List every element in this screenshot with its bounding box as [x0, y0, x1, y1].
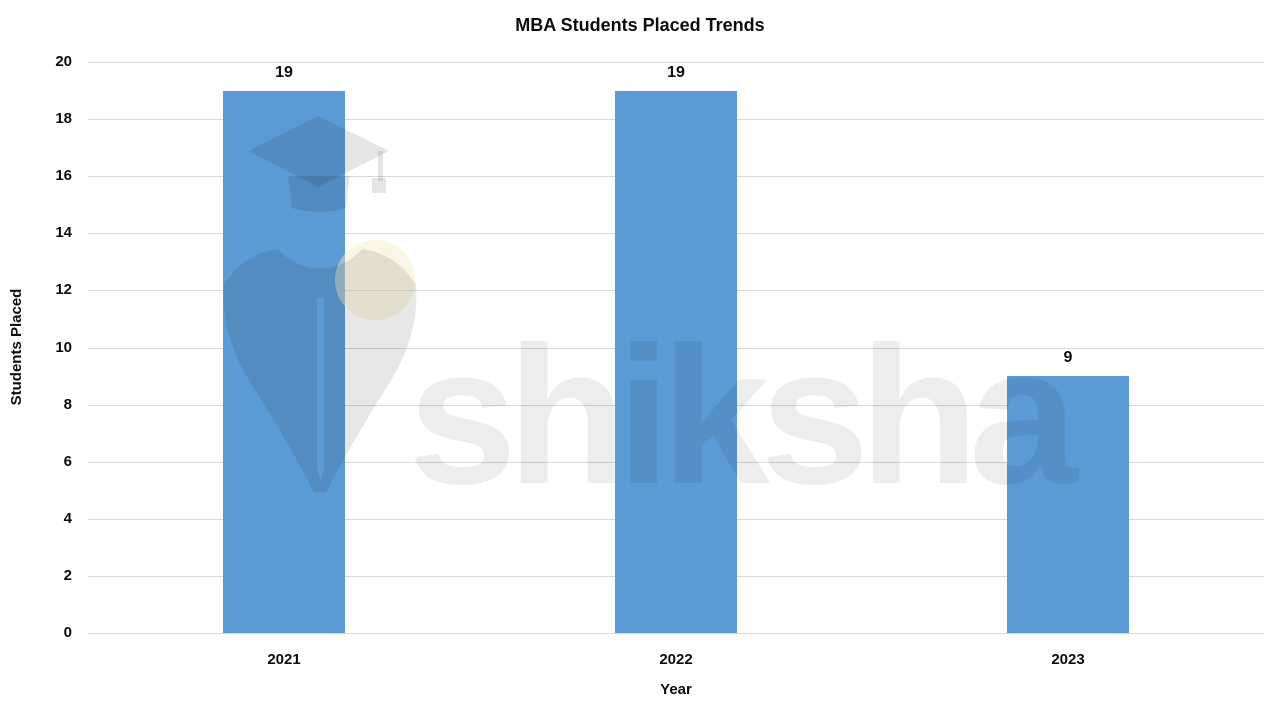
gridline-y-0 [88, 633, 1264, 634]
y-tick-label-6: 6 [63, 452, 72, 470]
y-tick-label-20: 20 [55, 53, 72, 70]
gridline-y-20 [88, 62, 1264, 63]
bar-value-label-2021: 19 [275, 63, 293, 81]
x-tick-label-2021: 2021 [267, 651, 301, 668]
bar-2023 [1007, 376, 1129, 633]
y-tick-label-10: 10 [55, 338, 72, 356]
bar-value-label-2023: 9 [1063, 349, 1073, 367]
bar-2021 [223, 90, 345, 633]
y-tick-label-4: 4 [63, 509, 72, 527]
bar-2022 [615, 90, 737, 633]
y-tick-label-18: 18 [55, 110, 72, 128]
y-tick-label-0: 0 [63, 624, 72, 641]
watermark-cream-blob [335, 240, 415, 320]
y-tick-label-8: 8 [63, 395, 72, 413]
y-tick-label-16: 16 [55, 167, 72, 185]
chart-title: MBA Students Placed Trends [515, 15, 765, 35]
y-tick-label-12: 12 [55, 281, 72, 299]
x-tick-label-2023: 2023 [1051, 651, 1085, 668]
x-axis-title: Year [660, 681, 692, 698]
bar-value-label-2022: 19 [667, 63, 685, 81]
y-axis-title: Students Placed [8, 288, 25, 406]
y-tick-label-2: 2 [63, 566, 72, 584]
watermark-wordmark: shiksha [408, 306, 1080, 525]
x-tick-label-2022: 2022 [659, 651, 693, 668]
y-tick-label-14: 14 [55, 224, 72, 242]
